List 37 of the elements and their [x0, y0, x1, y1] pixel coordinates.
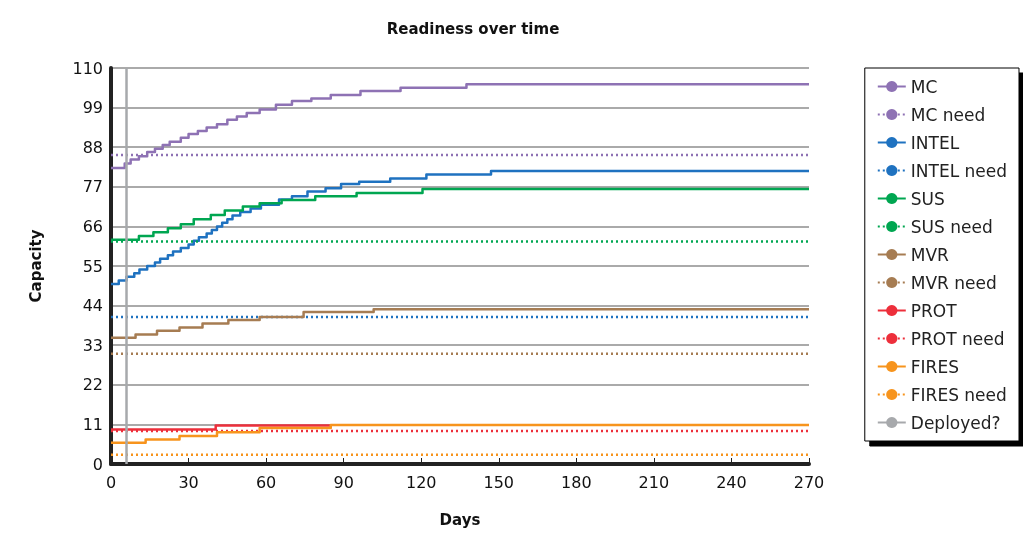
legend-label: MC [910, 76, 938, 97]
legend-label: INTEL [910, 132, 960, 153]
x-tick-label: 60 [255, 472, 277, 492]
y-tick-label: 77 [82, 177, 103, 197]
y-tick-label: 44 [82, 296, 103, 316]
y-tick-label: 0 [92, 454, 103, 474]
legend-label: MC need [910, 104, 986, 125]
legend-label: PROT need [910, 328, 1005, 349]
x-tick-label: 120 [405, 472, 437, 492]
x-tick-label: 240 [716, 472, 747, 492]
y-tick-label: 110 [72, 58, 103, 78]
y-tick-label: 33 [82, 335, 103, 355]
legend-label: INTEL need [910, 160, 1007, 181]
legend-label: MVR [910, 244, 950, 265]
legend-label: Deployed? [910, 412, 1001, 433]
legend-label: FIRES need [910, 384, 1007, 405]
legend-label: PROT [910, 300, 958, 321]
x-tick-label: 0 [105, 472, 117, 492]
y-axis-title: Capacity [26, 229, 45, 303]
y-tick-label: 88 [82, 137, 103, 157]
chart-title: Readiness over time [386, 19, 560, 38]
legend-label: MVR need [910, 272, 997, 293]
x-tick-label: 30 [178, 472, 199, 492]
x-tick-label: 180 [561, 472, 592, 492]
x-tick-label: 150 [483, 472, 515, 492]
x-axis-title: Days [439, 510, 481, 529]
x-tick-label: 210 [638, 472, 670, 492]
y-tick-label: 99 [82, 98, 103, 118]
y-tick-label: 11 [82, 414, 103, 434]
legend-label: SUS [910, 188, 945, 209]
legend-label: FIRES [910, 356, 959, 377]
y-tick-label: 55 [82, 256, 103, 276]
legend-label: SUS need [910, 216, 993, 237]
y-tick-label: 66 [82, 216, 103, 236]
x-tick-label: 90 [333, 472, 354, 492]
y-tick-label: 22 [82, 375, 103, 395]
x-tick-label: 270 [793, 472, 825, 492]
